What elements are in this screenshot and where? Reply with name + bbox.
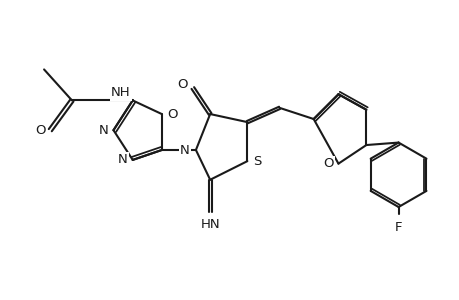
Text: N: N: [179, 143, 189, 157]
Text: F: F: [394, 221, 402, 234]
Text: O: O: [35, 124, 45, 137]
Text: HN: HN: [200, 218, 219, 231]
Text: S: S: [253, 155, 261, 168]
Text: NH: NH: [111, 86, 130, 100]
Text: O: O: [322, 157, 333, 170]
Text: O: O: [167, 108, 177, 121]
Text: N: N: [99, 124, 108, 137]
Text: O: O: [177, 78, 187, 92]
Text: N: N: [118, 153, 128, 167]
